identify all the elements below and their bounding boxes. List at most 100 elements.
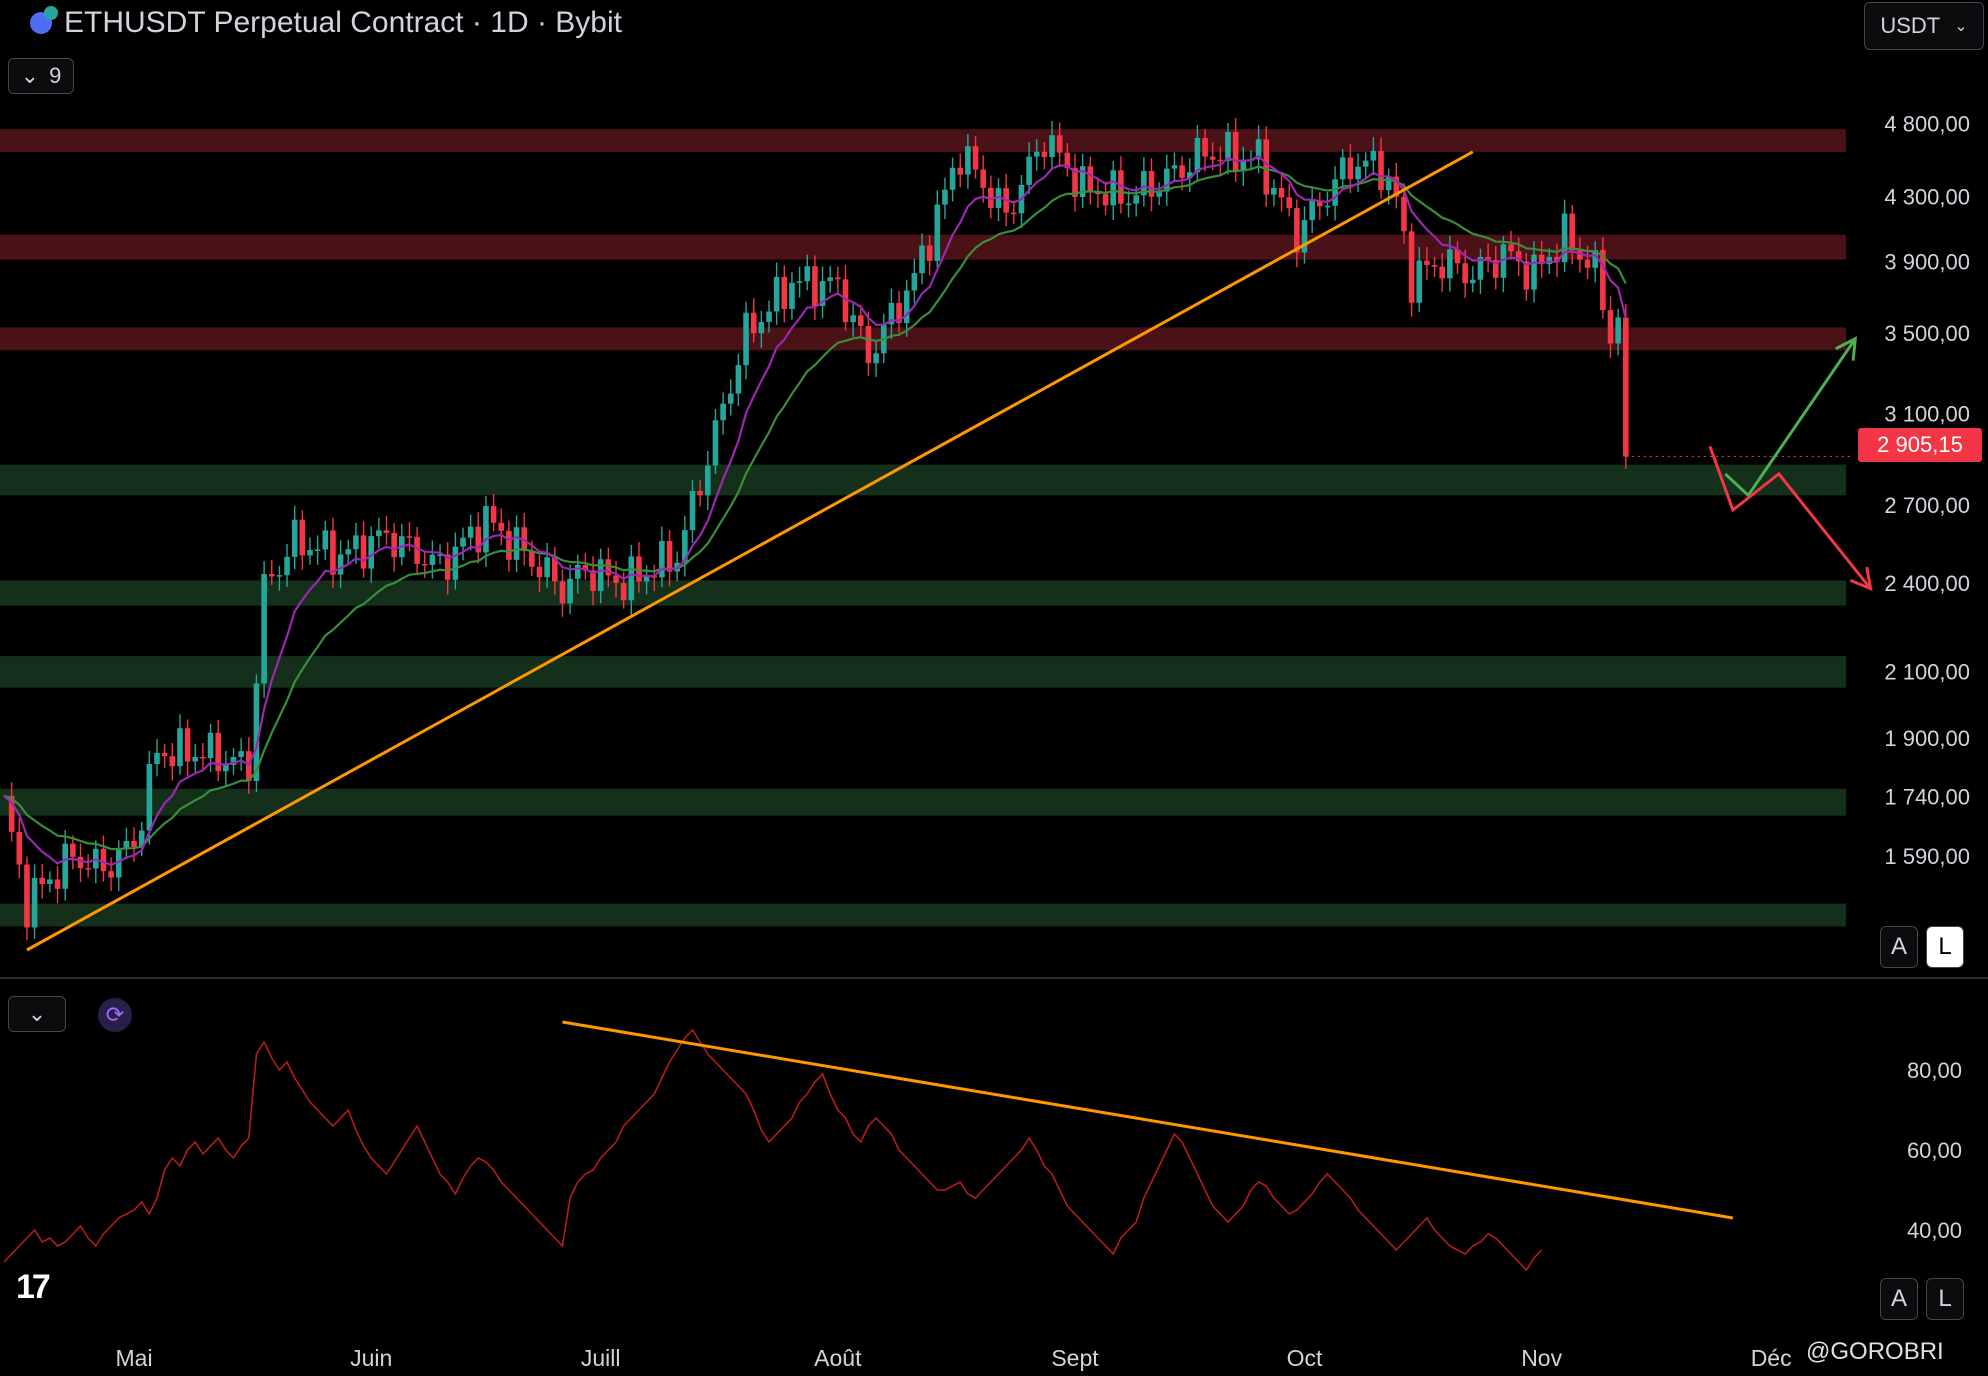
candle-body [1141, 171, 1147, 196]
refresh-icon[interactable]: ⟳ [98, 998, 132, 1032]
candle-body [1271, 187, 1277, 195]
price-trendline [26, 150, 1474, 952]
candle-body [406, 536, 413, 538]
price-axis-tick: 1 900,00 [1884, 726, 1970, 751]
candle-body [1401, 196, 1407, 232]
rsi-trendline [562, 1020, 1734, 1220]
candle-body [1447, 249, 1453, 279]
candle-body [391, 532, 397, 558]
candle-body [1324, 205, 1331, 208]
rsi-line [3, 1028, 1543, 1272]
candle-body [1370, 150, 1377, 161]
candle-body [1615, 317, 1621, 344]
candle-body [429, 554, 436, 565]
price-axis-tick: 3 100,00 [1884, 401, 1970, 426]
candle-body [253, 683, 260, 782]
candle-body [934, 204, 941, 261]
candle-body [766, 311, 772, 323]
candle-body [1538, 254, 1545, 265]
candle-body [513, 527, 520, 560]
candle-body [1454, 249, 1461, 264]
candle-body [666, 540, 673, 572]
candle-body [705, 465, 711, 496]
candle-body [169, 756, 176, 767]
currency-select[interactable]: USDT ⌄ [1864, 2, 1984, 50]
candle-body [138, 830, 145, 848]
bullish-projection-arrow [1724, 337, 1857, 498]
candle-body [536, 566, 543, 578]
log-scale-button[interactable]: L [1926, 926, 1964, 968]
candle-body [1561, 213, 1568, 263]
candle-body [223, 765, 229, 772]
candle-body [1554, 256, 1560, 263]
candle-body [896, 302, 902, 324]
candle-body [659, 540, 665, 578]
candle-body [720, 403, 726, 421]
candle-body [620, 583, 627, 601]
candle-body [1393, 176, 1400, 197]
candle-body [1118, 170, 1124, 204]
candle-body [628, 556, 635, 601]
candle-body [70, 843, 76, 857]
candle-body [597, 559, 604, 591]
auto-scale-button[interactable]: A [1880, 926, 1918, 968]
time-axis-label: Juin [350, 1345, 392, 1371]
indicator-collapse-button[interactable]: ⌄ 9 [8, 58, 74, 94]
candle-body [1309, 200, 1315, 221]
candle-body [177, 728, 183, 767]
author-watermark: @GOROBRI [1806, 1338, 1944, 1365]
candle-body [911, 273, 918, 291]
candle-body [743, 312, 749, 366]
price-axis-tick: 3 500,00 [1884, 321, 1970, 346]
candle-body [689, 490, 696, 531]
candle-body [284, 556, 290, 576]
candle-body [345, 549, 352, 555]
price-axis-tick: 2 700,00 [1884, 493, 1970, 518]
candle-body [1577, 250, 1583, 260]
candle-body [858, 315, 864, 326]
candle-body [750, 312, 757, 334]
rsi-auto-scale-button[interactable]: A [1880, 1278, 1918, 1320]
candle-body [1255, 139, 1262, 160]
candle-body [1156, 191, 1162, 197]
candle-body [789, 282, 795, 310]
oscillator-collapse-button[interactable]: ⌄ [8, 996, 66, 1032]
candle-body [506, 530, 512, 560]
time-axis-label: Juill [581, 1345, 621, 1371]
candle-body [819, 281, 826, 307]
candle-body [337, 554, 344, 575]
candle-body [903, 290, 910, 324]
candle-body [1470, 279, 1476, 284]
candle-body [1355, 166, 1361, 180]
candle-body [827, 277, 833, 282]
resistance-zone-2 [0, 327, 1846, 351]
candle-body [1179, 165, 1185, 178]
rsi-log-scale-button[interactable]: L [1926, 1278, 1964, 1320]
candle-body [307, 550, 313, 556]
candle-body [980, 169, 986, 188]
candle-body [781, 276, 788, 310]
candle-body [360, 535, 367, 569]
candle-body [1217, 159, 1224, 162]
candle-body [31, 877, 38, 928]
candle-body [1202, 137, 1208, 157]
candle-body [1492, 259, 1499, 278]
chart-title[interactable]: ETHUSDT Perpetual Contract · 1D · Bybit [30, 6, 622, 40]
candle-body [452, 546, 459, 580]
candle-body [268, 574, 275, 577]
candle-body [192, 757, 199, 762]
time-axis-label: Août [814, 1345, 862, 1371]
candle-body [1125, 203, 1132, 206]
candle-body [108, 871, 114, 878]
rsi-axis-tick: 80,00 [1907, 1058, 1962, 1083]
candle-body [643, 576, 650, 582]
price-axis-tick: 4 800,00 [1884, 112, 1970, 137]
candle-body [1424, 260, 1430, 266]
candle-body [1225, 131, 1231, 161]
candle-body [475, 526, 482, 553]
candle-body [888, 302, 895, 325]
candle-body [1439, 266, 1445, 279]
ethereum-logo-icon [30, 6, 58, 34]
candle-body [322, 530, 329, 550]
